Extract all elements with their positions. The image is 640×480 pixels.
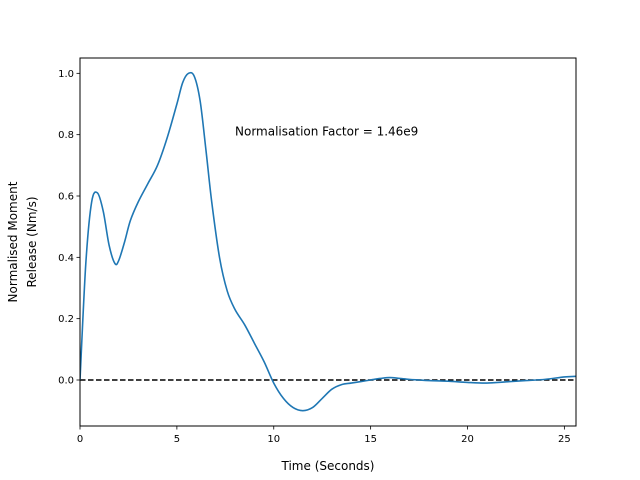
annotation: Normalisation Factor = 1.46e9 [235,125,418,139]
x-tick-label: 0 [77,434,83,445]
y-tick-label: 0.8 [58,130,74,141]
x-tick-label: 15 [364,434,377,445]
y-tick-label: 1.0 [58,69,74,80]
y-tick-label: 0.0 [58,376,74,387]
y-tick-label: 0.2 [58,314,74,325]
y-axis-label-line-2: Release (Nm/s) [25,196,39,287]
x-tick-label: 5 [174,434,180,445]
y-tick-label: 0.6 [58,192,74,203]
x-axis-label: Time (Seconds) [281,459,375,473]
plot-frame [79,57,577,427]
series-line-0 [80,71,576,412]
x-tick-label: 25 [558,434,571,445]
y-tick-label: 0.4 [58,253,74,264]
y-axis-label-line-1: Normalised Moment [6,181,20,302]
x-tick-label: 20 [461,434,474,445]
x-tick-label: 10 [267,434,280,445]
